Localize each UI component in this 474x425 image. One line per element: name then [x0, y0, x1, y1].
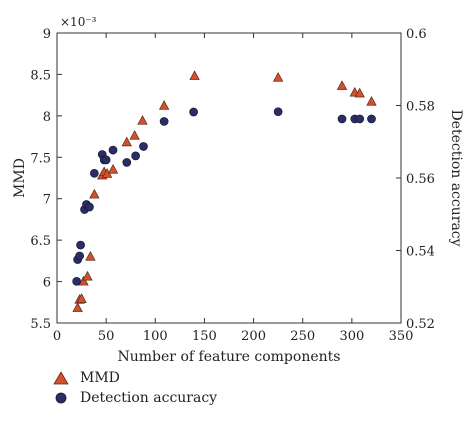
detection-accuracy-point [89, 168, 99, 178]
x-axis-ticks: 0 50 100 150 200 250 300 350 [53, 33, 414, 344]
x-tick-label: 200 [241, 329, 266, 344]
x-tick-label: 150 [192, 329, 217, 344]
x-tick-label: 50 [98, 329, 115, 344]
y-left-tick-label: 7.5 [30, 151, 51, 166]
detection-accuracy-point [139, 142, 148, 151]
legend-item-detection-accuracy: Detection accuracy [52, 388, 217, 408]
y-left-axis-ticks: 5.5 6 6.5 7 7.5 8 8.5 9 [30, 27, 62, 332]
detection-accuracy-point [273, 107, 283, 117]
legend-item-mmd: MMD [52, 368, 217, 388]
left-axis-multiplier: ×10⁻³ [60, 15, 97, 29]
x-tick-label: 0 [53, 329, 61, 344]
mmd-point [137, 115, 148, 125]
legend-label-detection-accuracy: Detection accuracy [80, 390, 218, 406]
mmd-point [354, 87, 365, 98]
y-left-tick-label: 8 [43, 110, 51, 125]
legend-label-mmd: MMD [80, 370, 120, 386]
y-left-tick-label: 5.5 [30, 317, 51, 332]
y-right-tick-label: 0.58 [406, 100, 435, 115]
mmd-point [129, 130, 140, 140]
y-right-tick-label: 0.56 [406, 172, 435, 187]
y-left-axis-label: MMD [12, 158, 28, 198]
detection-accuracy-point [76, 240, 85, 250]
detection-accuracy-point [367, 114, 376, 124]
mmd-point [76, 293, 87, 303]
mmd-point [78, 275, 89, 286]
detection-accuracy-point [75, 251, 84, 261]
detection-accuracy-point [122, 158, 132, 167]
mmd-point [89, 188, 100, 199]
y-right-tick-label: 0.6 [406, 27, 427, 42]
detection-accuracy-point [189, 107, 198, 117]
detection-accuracy-point [85, 202, 94, 212]
series-detection-accuracy-points [72, 107, 376, 286]
circle-marker-icon [52, 391, 70, 405]
mmd-point [189, 70, 200, 80]
mmd-point [336, 80, 348, 90]
y-left-tick-label: 6 [43, 276, 51, 291]
mmd-point [82, 270, 93, 281]
y-right-axis-label: Detection accuracy [448, 109, 464, 246]
mmd-point [158, 100, 170, 110]
mmd-point [85, 250, 96, 261]
y-right-axis-ticks: 0.52 0.54 0.56 0.58 0.6 [396, 27, 435, 332]
series-mmd-points [72, 70, 377, 312]
mmd-point [107, 163, 119, 174]
mmd-point [72, 302, 83, 312]
x-tick-label: 300 [339, 329, 364, 344]
mmd-point [366, 96, 377, 106]
y-left-tick-label: 6.5 [30, 234, 51, 249]
mmd-point [121, 136, 132, 147]
detection-accuracy-point [159, 117, 169, 126]
triangle-marker-icon [52, 371, 70, 385]
x-tick-label: 350 [389, 329, 414, 344]
detection-accuracy-point [355, 114, 365, 124]
x-tick-label: 250 [290, 329, 315, 344]
y-left-tick-label: 9 [43, 27, 51, 42]
y-right-tick-label: 0.54 [406, 245, 435, 260]
detection-accuracy-point [131, 151, 140, 161]
plot-frame [56, 32, 402, 324]
x-tick-label: 100 [143, 329, 168, 344]
legend: MMD Detection accuracy [52, 368, 217, 408]
mmd-point [272, 72, 284, 82]
y-left-tick-label: 7 [43, 193, 51, 208]
detection-accuracy-point [72, 276, 82, 286]
y-right-tick-label: 0.52 [406, 317, 435, 332]
x-axis-label: Number of feature components [118, 349, 341, 365]
y-left-tick-label: 8.5 [30, 68, 51, 83]
detection-accuracy-point [101, 155, 111, 165]
detection-accuracy-point [108, 145, 118, 155]
detection-accuracy-point [337, 114, 347, 124]
